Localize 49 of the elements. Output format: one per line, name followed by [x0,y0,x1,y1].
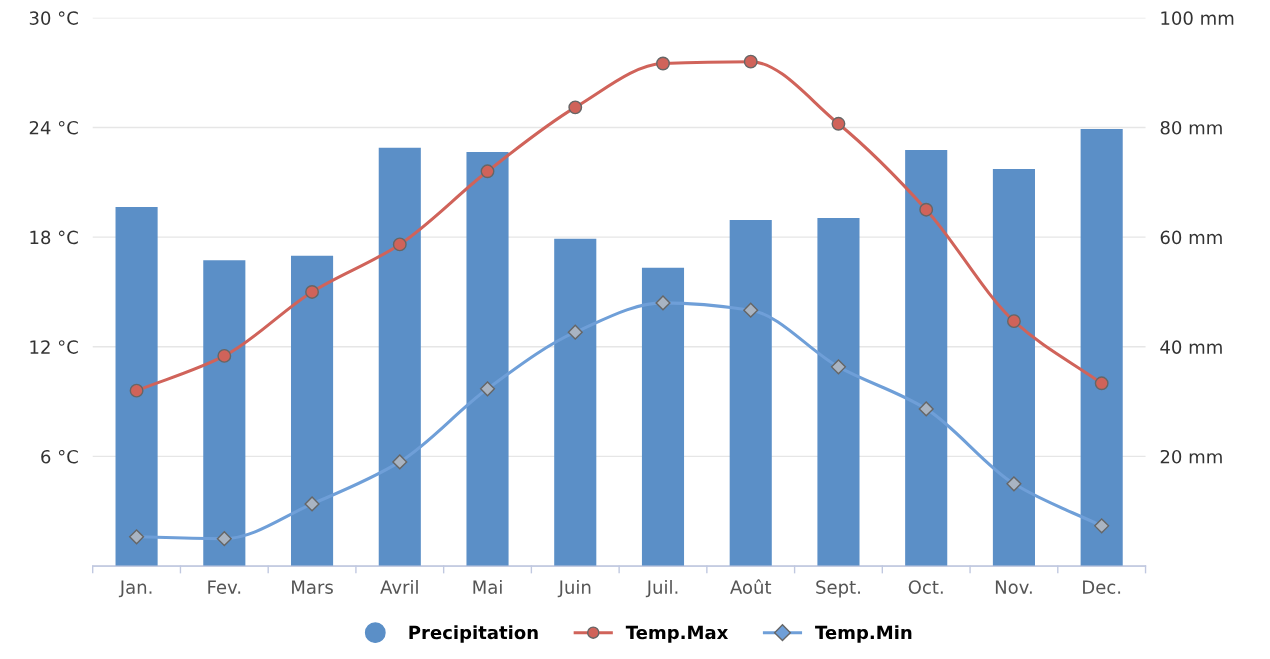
x-tick-label: Avril [380,579,418,594]
bar [290,255,334,567]
legend-label: Precipitation [409,625,538,643]
point [919,202,934,217]
x-tick-label: Sept. [816,580,860,598]
y2-tick-label: 100 mm [1161,11,1234,25]
bar [378,147,421,567]
bar [115,206,158,567]
y2-tick-label: 40 mm [1160,340,1222,354]
x-tick-label: Juin [557,579,591,598]
point [1094,376,1109,391]
point [743,54,758,69]
x-tick-label: Oct. [908,580,943,594]
x-tick-label: Nov. [995,580,1032,594]
y-tick-label: 12 °C [30,340,78,354]
x-tick-label: Jan. [118,580,152,598]
bar [729,220,772,567]
point [831,116,846,131]
point [305,284,319,299]
y2-tick-label: 80 mm [1160,120,1222,135]
y-tick-label: 6 °C [41,449,78,464]
bar [992,169,1035,567]
legend-label: Temp.Min [815,625,912,643]
x-tick-label: Dec. [1083,580,1121,594]
y-tick-label: 18 °C [30,230,78,245]
y-tick-label: 30 °C [29,11,78,25]
x-tick-label: Mai [473,579,502,594]
bar [817,217,860,567]
bar [203,260,246,567]
x-tick-label: Fev. [208,580,241,594]
bar [554,238,597,567]
y2-tick-label: 60 mm [1160,230,1222,245]
x-tick-label: Juil. [645,579,678,598]
point [217,348,232,363]
point [568,100,583,115]
y2-tick-label: 20 mm [1160,449,1222,464]
bar [641,267,685,567]
bar [466,152,509,567]
point [1006,314,1021,329]
bar [1080,129,1123,567]
point [392,237,407,252]
point [480,164,495,179]
point [656,56,670,71]
x-tick-label: Mars [292,580,333,594]
point [129,383,144,398]
x-tick-label: Août [730,579,772,594]
legend-label: Temp.Max [625,625,729,643]
y-tick-label: 24 °C [29,120,78,135]
bar [905,149,948,567]
